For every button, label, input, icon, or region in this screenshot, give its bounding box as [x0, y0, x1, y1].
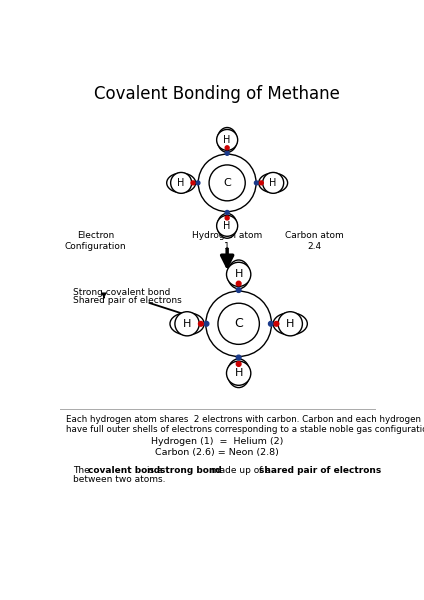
Text: H: H [223, 135, 231, 145]
Text: covalent bond: covalent bond [88, 466, 160, 475]
Text: between two atoms.: between two atoms. [73, 475, 165, 484]
Text: H: H [286, 319, 294, 329]
Ellipse shape [259, 181, 263, 185]
Text: Shared pair of electrons: Shared pair of electrons [73, 296, 181, 305]
Ellipse shape [274, 322, 279, 326]
Ellipse shape [196, 181, 200, 185]
Ellipse shape [170, 313, 204, 335]
Ellipse shape [206, 291, 271, 356]
Ellipse shape [273, 313, 307, 335]
Text: Hydrogen atom
1: Hydrogen atom 1 [192, 232, 262, 251]
Ellipse shape [236, 355, 241, 360]
Ellipse shape [175, 312, 199, 336]
Ellipse shape [225, 216, 229, 220]
Text: C: C [223, 178, 231, 188]
Ellipse shape [225, 146, 229, 150]
Text: H: H [223, 221, 231, 231]
Ellipse shape [225, 151, 229, 155]
Ellipse shape [167, 173, 195, 193]
Ellipse shape [217, 128, 237, 152]
Ellipse shape [198, 322, 203, 326]
Ellipse shape [228, 359, 250, 388]
Ellipse shape [278, 312, 302, 336]
Text: is a: is a [144, 466, 165, 475]
Ellipse shape [191, 181, 195, 185]
Text: shared pair of electrons: shared pair of electrons [259, 466, 382, 475]
Ellipse shape [236, 281, 241, 286]
Ellipse shape [226, 262, 251, 286]
Ellipse shape [170, 172, 192, 193]
Text: Covalent Bonding of Methane: Covalent Bonding of Methane [95, 85, 340, 103]
Text: H: H [270, 178, 277, 188]
Ellipse shape [204, 322, 209, 326]
Text: Each hydrogen atom shares  2 electrons with carbon. Carbon and each hydrogen ato: Each hydrogen atom shares 2 electrons wi… [66, 415, 424, 434]
Text: H: H [234, 269, 243, 280]
Ellipse shape [228, 260, 250, 289]
Text: H: H [183, 319, 191, 329]
Text: Electron
Configuration: Electron Configuration [65, 232, 126, 251]
Text: strong bond: strong bond [160, 466, 222, 475]
Ellipse shape [217, 130, 238, 151]
Ellipse shape [225, 211, 229, 214]
Text: H: H [234, 368, 243, 378]
Ellipse shape [217, 215, 238, 236]
Ellipse shape [217, 214, 237, 238]
Text: Carbon (2.6) = Neon (2.8): Carbon (2.6) = Neon (2.8) [155, 448, 279, 457]
Ellipse shape [209, 165, 245, 201]
Text: Hydrogen (1)  =  Helium (2): Hydrogen (1) = Helium (2) [151, 437, 284, 446]
Ellipse shape [236, 288, 241, 292]
Ellipse shape [254, 181, 258, 185]
Text: C: C [234, 317, 243, 330]
Ellipse shape [198, 154, 256, 212]
Text: The: The [73, 466, 92, 475]
Text: Carbon atom
2.4: Carbon atom 2.4 [285, 232, 343, 251]
Ellipse shape [226, 361, 251, 385]
Ellipse shape [218, 303, 259, 344]
Ellipse shape [268, 322, 273, 326]
Text: H: H [178, 178, 185, 188]
Text: Strong covalent bond: Strong covalent bond [73, 289, 170, 298]
Ellipse shape [262, 172, 284, 193]
Ellipse shape [236, 362, 241, 367]
Text: made up of a: made up of a [208, 466, 274, 475]
Ellipse shape [259, 173, 287, 193]
